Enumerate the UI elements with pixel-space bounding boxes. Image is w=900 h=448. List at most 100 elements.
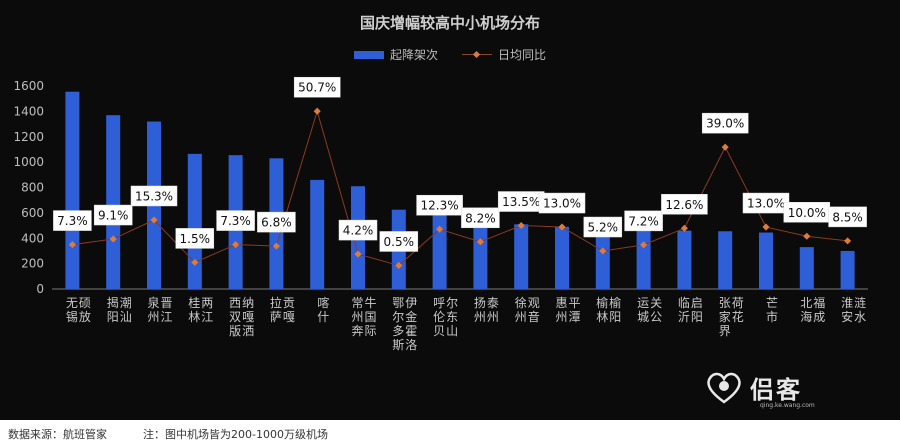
bar [65, 91, 80, 289]
bar [473, 216, 488, 289]
line-series [72, 109, 848, 267]
data-label: 13.0% [747, 197, 785, 211]
line-marker [232, 241, 240, 249]
line-marker [436, 225, 444, 233]
data-label: 6.8% [261, 216, 292, 230]
x-tick-label: 徐州观音 [515, 295, 540, 324]
line-marker [558, 223, 566, 231]
line-marker [476, 238, 484, 246]
bar-line-chart: 0 200 400 600 800 1000 1200 1400 1600 7.3% 9.1% 15.… [13, 76, 868, 352]
chart-legend: 起降架次 日均同比 [0, 46, 900, 63]
data-label: 12.6% [665, 198, 703, 212]
x-tick-label: 呼伦贝尔东山 [433, 295, 458, 338]
y-tick-label: 1000 [13, 155, 44, 169]
x-tick-label: 常州奔牛国际 [351, 295, 376, 338]
data-label-box [416, 194, 463, 216]
y-tick-label: 400 [21, 231, 44, 245]
line-marker [517, 221, 525, 230]
data-label: 0.5% [384, 235, 415, 249]
line-marker [599, 247, 607, 255]
data-label: 7.3% [57, 214, 88, 228]
line-marker [395, 261, 403, 269]
legend-bar-label: 起降架次 [389, 48, 438, 62]
line-marker [640, 241, 648, 249]
x-tick-label: 北海福成 [800, 295, 825, 324]
x-tick-label: 芒市 [766, 295, 778, 324]
data-label: 10.0% [788, 206, 826, 220]
data-label-box [461, 207, 500, 229]
legend-item-line: 日均同比 [462, 46, 546, 63]
footer-source: 数据来源：航班管家 [8, 428, 107, 441]
data-label-box [216, 210, 255, 231]
data-label: 50.7% [298, 81, 336, 95]
x-tick-label: 泉州晋江 [147, 296, 172, 324]
line-marker [680, 224, 688, 232]
bar [677, 230, 692, 289]
line-marker [721, 143, 729, 151]
line-marker [68, 241, 76, 249]
legend-bar-swatch [353, 50, 384, 59]
x-tick-label: 淮安涟水 [841, 295, 866, 324]
x-tick-label: 无锡硕放 [66, 296, 91, 324]
legend-item-bar: 起降架次 [353, 46, 438, 63]
data-label-box [828, 206, 867, 228]
heart-logo-icon [707, 372, 741, 404]
bar [432, 211, 447, 289]
y-tick-label: 1400 [13, 104, 44, 118]
data-label-box [379, 231, 419, 252]
bar [106, 115, 121, 290]
x-tick-label: 临沂启阳 [678, 296, 703, 324]
data-label-box [338, 219, 378, 241]
y-tick-label: 1200 [13, 130, 44, 144]
footer: 数据来源：航班管家 注：图中机场皆为200-1000万级机场 [8, 426, 888, 444]
bar [187, 153, 202, 289]
y-tick-label: 1600 [13, 79, 44, 93]
line-marker [191, 258, 199, 266]
data-label: 13.0% [543, 197, 581, 211]
data-label-box [130, 185, 178, 207]
y-tick-label: 0 [36, 282, 44, 296]
data-label-box [257, 211, 296, 233]
line-marker [803, 232, 811, 240]
bar [636, 229, 651, 289]
x-tick-label: 拉萨贡嘎 [270, 295, 295, 324]
data-label: 7.3% [220, 214, 251, 228]
line-marker [150, 216, 158, 224]
data-label: 13.5% [502, 195, 540, 209]
data-label-box [93, 204, 133, 226]
x-tick-label: 榆林榆阳 [596, 295, 621, 324]
data-label: 5.2% [588, 221, 619, 235]
data-label: 8.2% [465, 211, 496, 225]
data-label: 9.1% [98, 209, 129, 223]
watermark-subtext: qing.ke.wang.com [760, 402, 815, 409]
line-marker [109, 235, 117, 243]
data-label-box [624, 210, 663, 232]
line-marker [844, 237, 852, 245]
line-marker [354, 250, 362, 258]
y-tick-label: 200 [21, 257, 44, 271]
y-tick-label: 600 [21, 206, 44, 220]
data-label: 15.3% [135, 189, 173, 203]
x-tick-label: 运城关公 [637, 296, 662, 324]
data-label: 8.5% [832, 210, 863, 224]
data-label: 39.0% [706, 117, 744, 131]
x-tick-label: 张家界荷花 [719, 296, 744, 338]
line-marker [272, 242, 280, 250]
bar [310, 179, 325, 289]
footer-note: 注：图中机场皆为200-1000万级机场 [143, 428, 328, 441]
data-label: 12.3% [421, 199, 459, 213]
data-label-box [538, 192, 586, 214]
x-tick-label: 西双版纳嘎洒 [229, 296, 254, 338]
x-tick-label: 扬州泰州 [474, 295, 499, 324]
line-marker [762, 223, 770, 231]
x-tick-label: 桂林两江 [188, 295, 213, 324]
data-label: 7.2% [628, 214, 659, 228]
x-tick-label: 揭阳潮汕 [107, 295, 132, 324]
y-tick-label: 800 [21, 181, 44, 195]
line-marker [313, 107, 321, 115]
x-tick-label: 鄂尔多斯伊金霍洛 [392, 296, 417, 352]
bar [799, 247, 814, 289]
bar [718, 231, 733, 289]
watermark: 侣客 qing.ke.wang.com [706, 362, 826, 412]
bar [759, 232, 773, 289]
